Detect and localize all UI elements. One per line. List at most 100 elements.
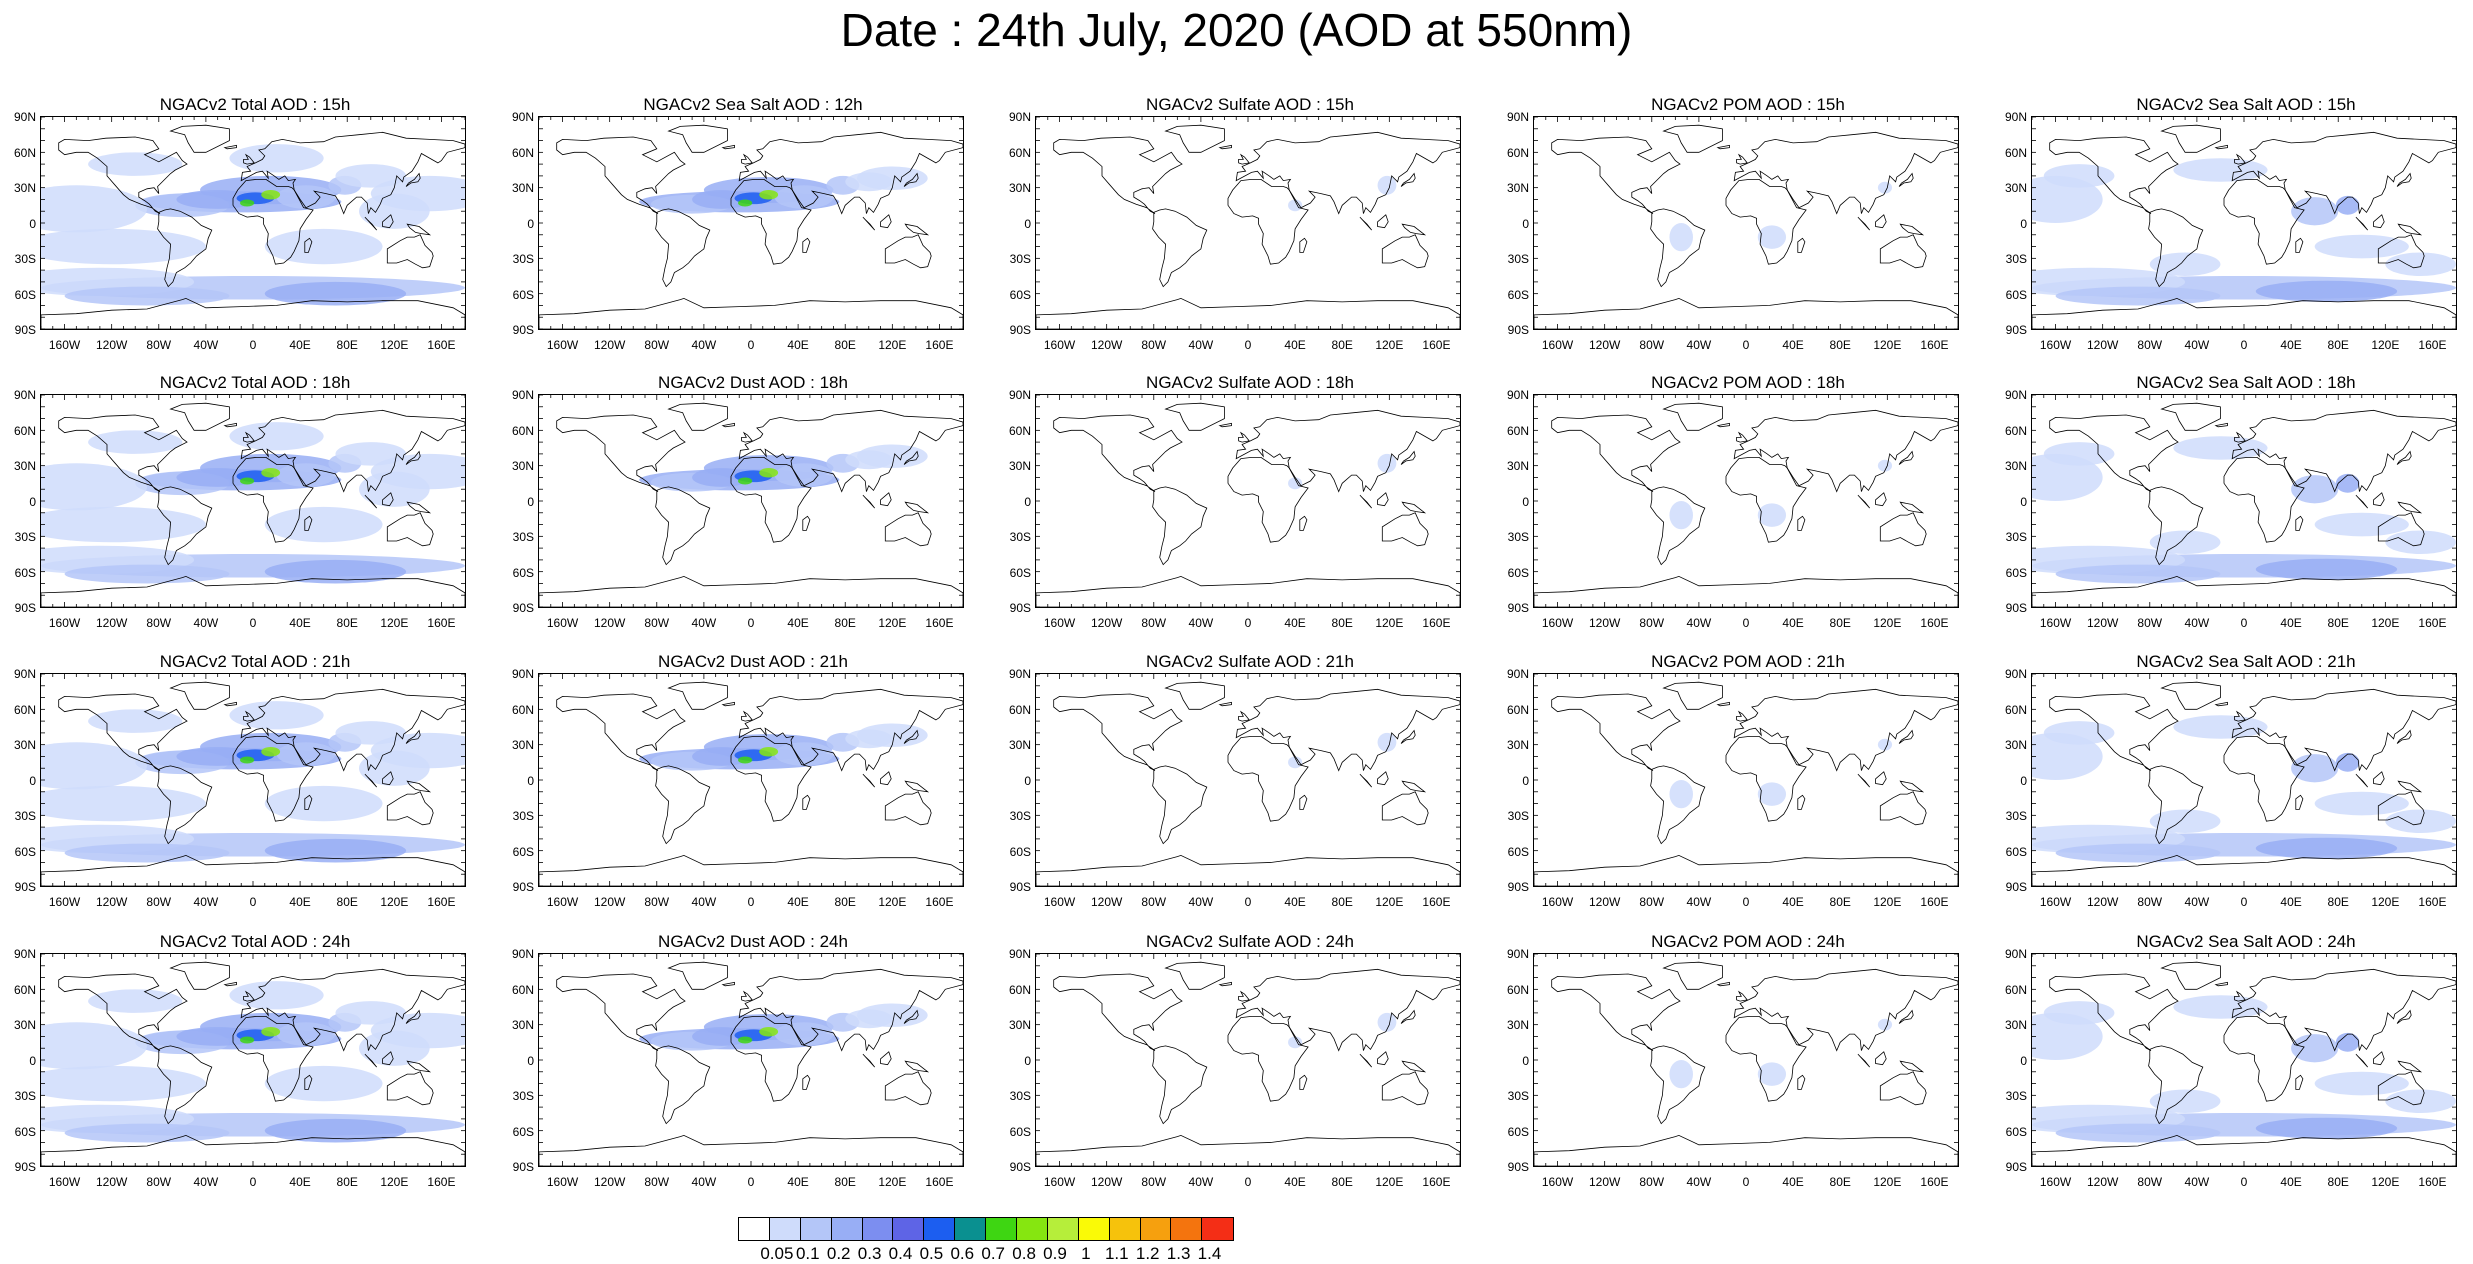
lat-tick-label: 90S [1009, 601, 1031, 615]
coastline [2160, 124, 2221, 153]
aod-patch [359, 1030, 430, 1066]
coastline [2396, 729, 2412, 744]
coastline [223, 422, 237, 428]
aod-patch [759, 747, 779, 757]
coastline [1218, 701, 1232, 707]
panel-title: NGACv2 Total AOD : 24h [159, 932, 351, 951]
lat-tick-label: 0 [29, 773, 36, 788]
coastline [1551, 973, 1681, 1051]
coastlines [539, 961, 963, 1166]
colorbar [738, 1217, 1235, 1241]
coastline [1359, 1053, 1373, 1068]
lon-tick-label: 160E [925, 616, 954, 630]
aod-patch [692, 747, 751, 766]
lat-tick-label: 90N [511, 388, 534, 402]
aod-patch [264, 785, 383, 822]
coastline [1036, 1134, 1460, 1166]
coastlines [2032, 124, 2456, 329]
lat-tick-label: 90N [1008, 388, 1031, 402]
coastline [862, 494, 876, 509]
lat-tick-label: 30N [1008, 738, 1031, 752]
lat-tick-label: 90S [1009, 323, 1031, 337]
lon-tick-label: 40W [193, 1175, 219, 1189]
aod-patch [41, 1065, 206, 1102]
map-panel: NGACv2 Total AOD : 15h 90N 60N 30N 0 30S 60S 90… [0, 95, 470, 360]
aod-field [2032, 436, 2456, 584]
coastline [903, 450, 919, 465]
lat-tick-label: 30S [2005, 252, 2027, 266]
lon-tick-label: 160W [48, 895, 81, 909]
coastline [741, 710, 753, 722]
coastline [1053, 693, 1183, 771]
colorbar-label: 0.1 [795, 1244, 820, 1263]
tick-marks [539, 117, 963, 329]
coastline [2231, 131, 2456, 215]
lon-tick-label: 120E [878, 895, 907, 909]
coastline [2160, 961, 2221, 990]
lon-tick-label: 120W [1588, 338, 1621, 352]
coastline [738, 688, 963, 772]
aod-patch [359, 471, 430, 507]
lat-tick-label: 60S [14, 844, 36, 859]
aod-patch [857, 1003, 928, 1028]
coastline [1381, 234, 1429, 269]
lon-tick-label: 80W [2137, 1175, 2163, 1189]
lat-tick-label: 90N [511, 667, 534, 681]
coastline [382, 214, 394, 229]
lon-tick-label: 80W [2137, 338, 2163, 352]
aod-patch [261, 747, 281, 757]
coastlines [539, 402, 963, 607]
coastline [1235, 131, 1460, 215]
aod-patch [359, 193, 430, 229]
coastline [2049, 136, 2179, 214]
lon-tick-label: 40W [2184, 616, 2210, 630]
coastline [2214, 144, 2228, 150]
lat-tick-label: 90N [13, 667, 36, 681]
coastline [1733, 688, 1958, 772]
map-canvas [2032, 954, 2456, 1166]
lon-tick-label: 80E [336, 895, 358, 909]
aod-patch [261, 190, 281, 200]
coastline [157, 208, 213, 288]
lon-tick-label: 160W [546, 1175, 579, 1189]
lat-tick-label: 60N [13, 145, 36, 160]
world-map [538, 394, 964, 608]
lon-tick-label: 80W [644, 338, 670, 352]
coastline [2032, 854, 2456, 886]
world-map [1035, 394, 1461, 608]
lat-tick-label: 90N [2004, 947, 2027, 961]
aod-patch [2385, 1089, 2456, 1113]
aod-patch [759, 190, 779, 200]
lat-tick-label: 90S [1507, 601, 1529, 615]
lon-tick-label: 80E [834, 1175, 856, 1189]
tick-marks [41, 954, 465, 1166]
aod-patch [2291, 197, 2339, 226]
lon-tick-label: 160W [1541, 616, 1574, 630]
aod-patch [857, 723, 928, 748]
lon-tick-label: 0 [747, 616, 755, 630]
aod-patch [88, 152, 183, 176]
aod-patch [1877, 459, 1893, 472]
lat-tick-label: 30N [1506, 738, 1529, 752]
coastline [2295, 237, 2304, 253]
coastline [304, 794, 313, 810]
world-map [1035, 116, 1461, 330]
coastline [2032, 575, 2456, 607]
aod-field [1288, 453, 1397, 490]
lat-tick-label: 60N [2004, 145, 2027, 160]
aod-patch [1377, 1012, 1397, 1032]
lon-tick-label: 40E [2280, 895, 2302, 909]
coastline [223, 981, 237, 987]
coastline [2214, 981, 2228, 987]
colorbar-swatch [769, 1218, 801, 1240]
coastline [1875, 492, 1887, 507]
aod-patch [88, 430, 183, 454]
coastline [1400, 729, 1416, 744]
lon-tick-label: 0 [1244, 338, 1252, 352]
lon-tick-label: 0 [249, 895, 257, 909]
lon-tick-label: 40W [2184, 1175, 2210, 1189]
lon-tick-label: 0 [747, 1175, 755, 1189]
coastline [741, 990, 753, 1002]
coastline [884, 234, 932, 269]
colorbar-swatch [800, 1218, 832, 1240]
